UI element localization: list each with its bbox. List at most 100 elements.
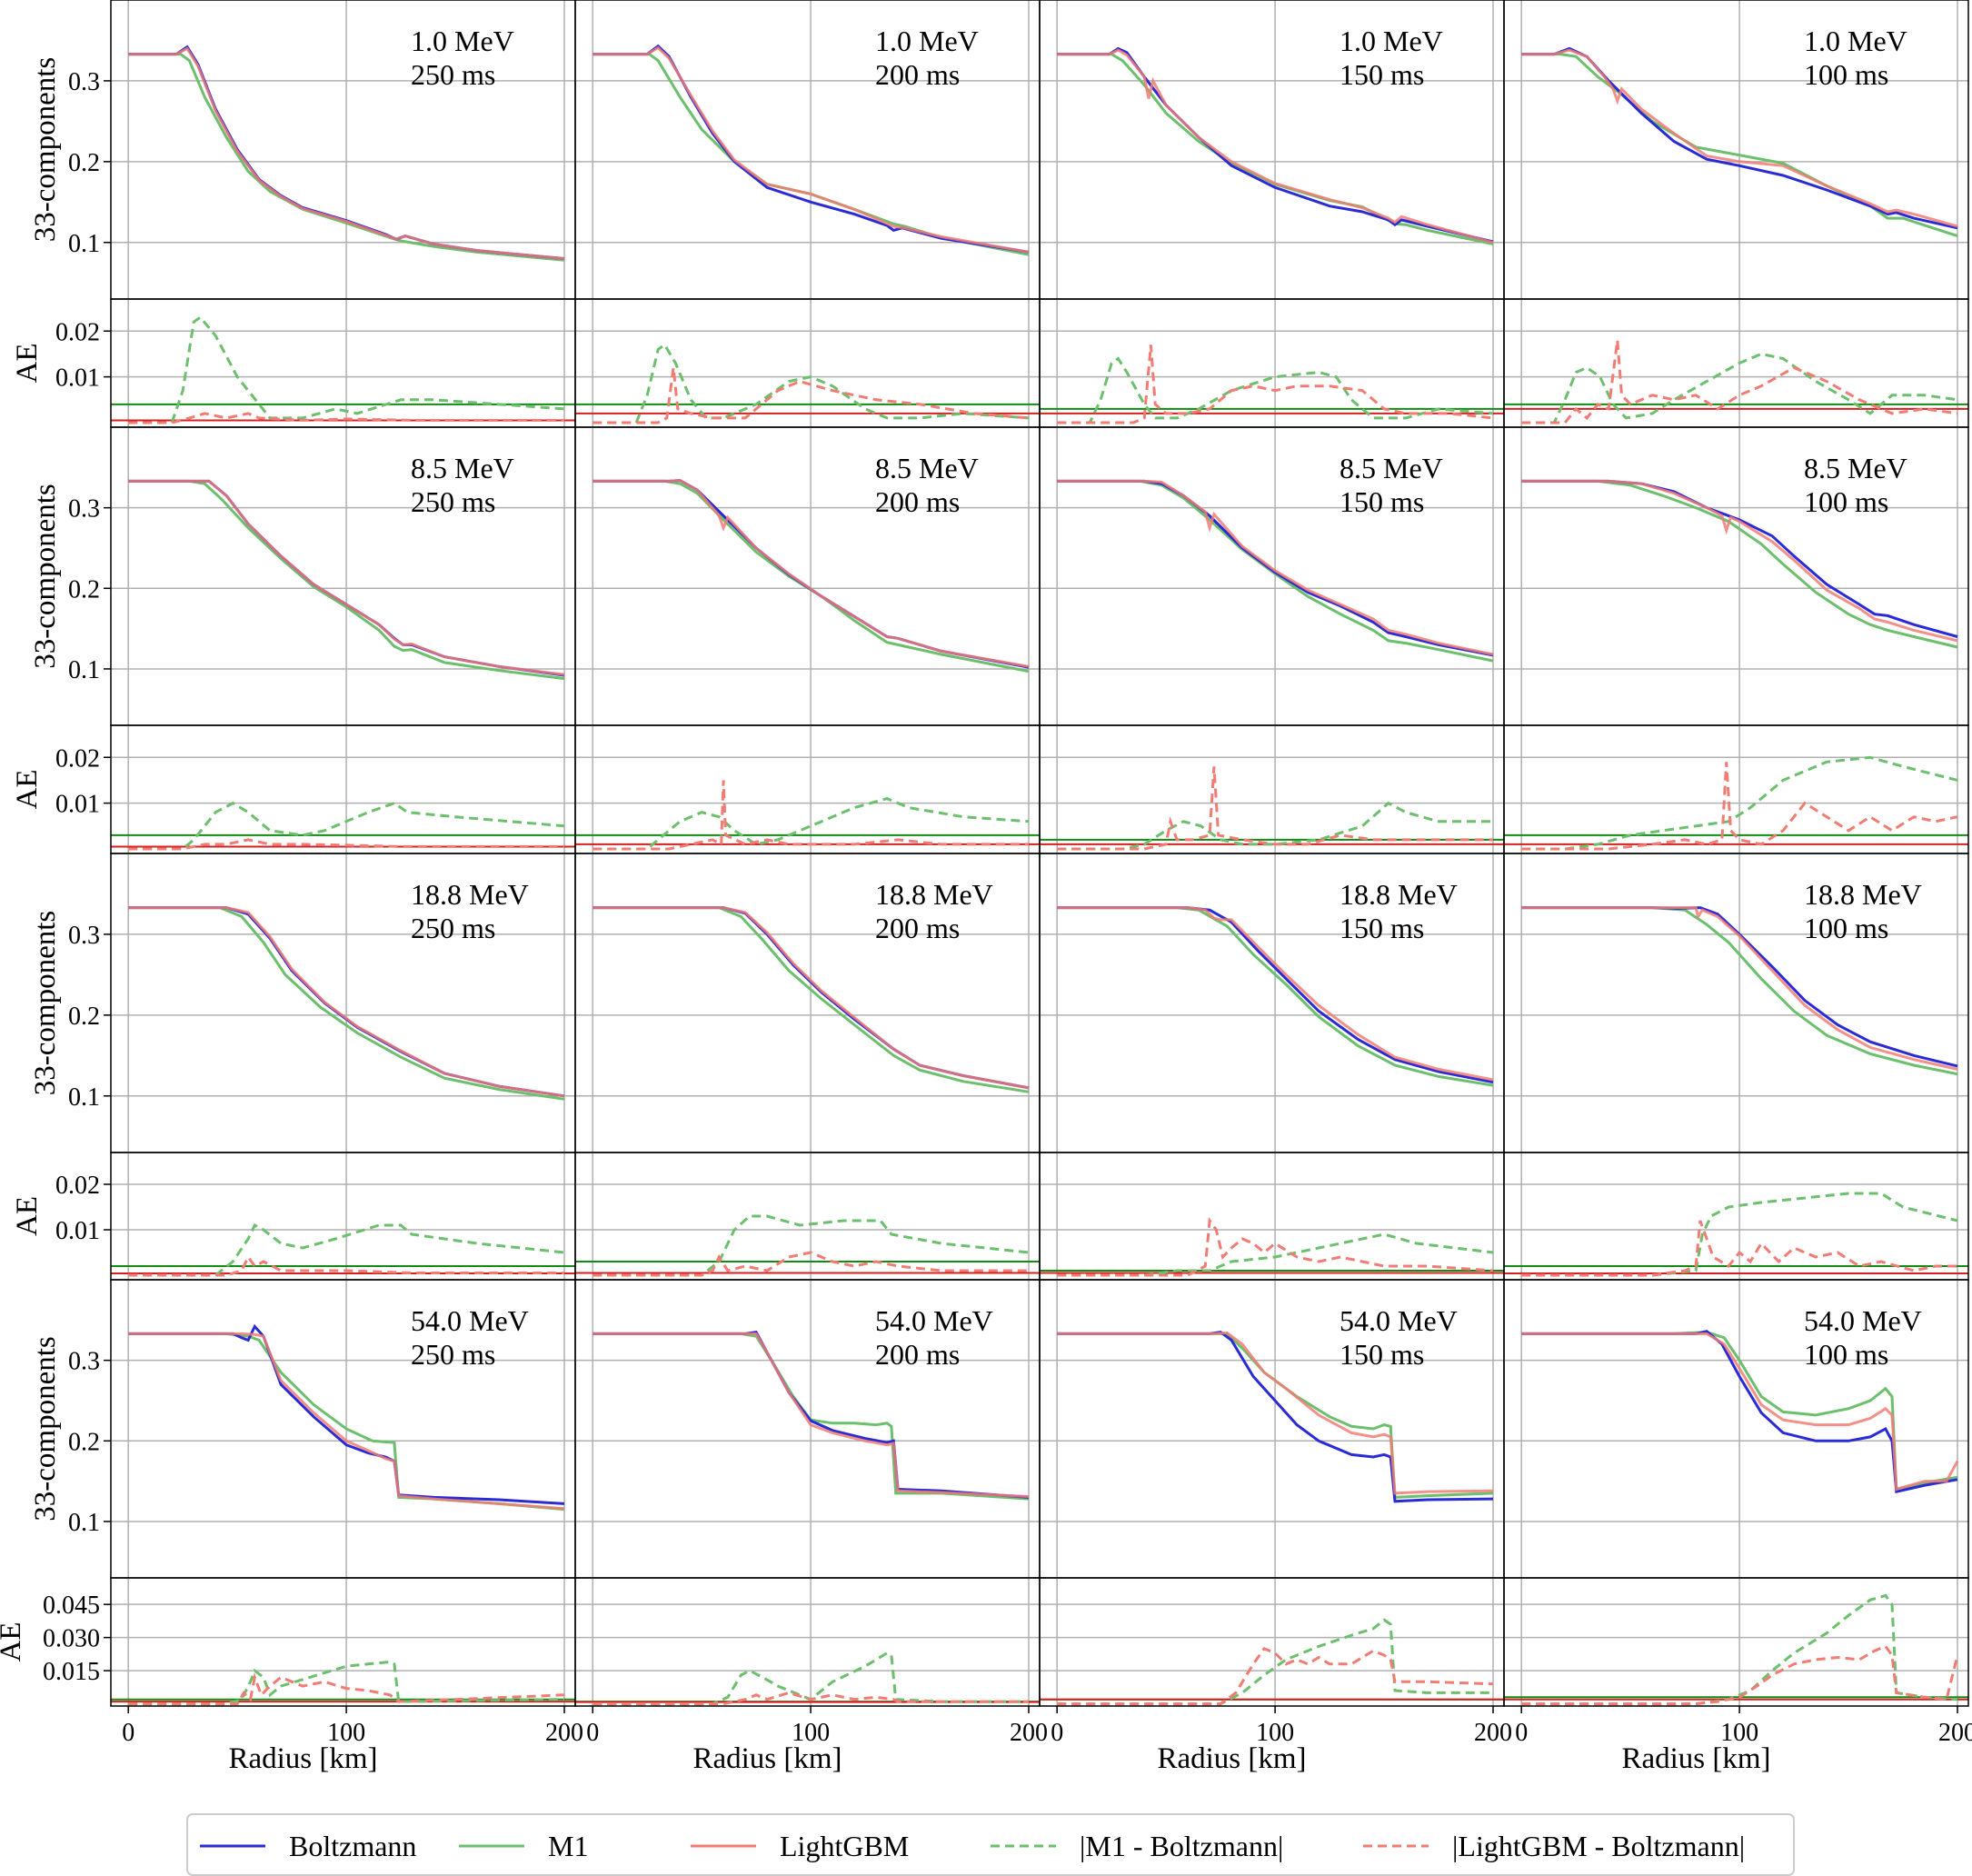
- series-ae-m1: [1057, 356, 1494, 424]
- y-tick-label: 0.02: [55, 1172, 100, 1200]
- error-series: [1040, 1618, 1504, 1706]
- y-tick-label: 0.1: [68, 1083, 100, 1112]
- series-lightgbm: [1057, 906, 1494, 1082]
- error-panel: [574, 1152, 1041, 1281]
- legend-item: LightGBM: [691, 1830, 909, 1862]
- main-series: [1057, 1331, 1494, 1503]
- error-frame: [110, 724, 576, 854]
- energy-annotation: 54.0 MeV: [1804, 1304, 1922, 1337]
- y-axis-label-main: 33-components: [29, 911, 62, 1095]
- x-axis-label: Radius [km]: [228, 1742, 377, 1775]
- energy-annotation: 8.5 MeV: [875, 452, 979, 484]
- error-frame: [1503, 1152, 1969, 1281]
- error-frame: [110, 298, 576, 428]
- series-ae-lightgbm: [1521, 1220, 1957, 1277]
- error-panel: 0.01 0.02: [55, 724, 576, 854]
- error-series: [111, 1660, 575, 1706]
- main-series: [1521, 46, 1958, 238]
- energy-annotation: 18.8 MeV: [875, 878, 993, 911]
- series-lightgbm: [1521, 1332, 1959, 1492]
- series-ae-lightgbm: [128, 1254, 564, 1277]
- series-ae-lightgbm: [1057, 1646, 1494, 1706]
- energy-annotation: 18.8 MeV: [1340, 878, 1458, 911]
- series-boltzmann: [1057, 46, 1494, 244]
- error-series: [111, 1222, 575, 1277]
- error-series: [1040, 1216, 1504, 1277]
- main-series: [593, 1330, 1030, 1501]
- series-ae-lightgbm: [1521, 762, 1958, 851]
- time-annotation: 200 ms: [875, 485, 960, 518]
- series-lightgbm: [1521, 479, 1958, 643]
- error-series: [575, 1651, 1040, 1706]
- series-ae-lightgbm: [593, 1251, 1029, 1277]
- main-series: [593, 906, 1030, 1093]
- time-annotation: 200 ms: [875, 1338, 960, 1371]
- series-ae-m1: [1057, 801, 1493, 851]
- error-panel: [1039, 1577, 1505, 1707]
- error-frame: [110, 1152, 576, 1281]
- legend-label: Boltzmann: [289, 1830, 416, 1862]
- error-series: [111, 315, 575, 424]
- y-tick-label: 0.3: [68, 68, 100, 96]
- energy-annotation: 1.0 MeV: [875, 25, 979, 57]
- legend-item: M1: [459, 1830, 588, 1862]
- error-frame: [1503, 298, 1969, 428]
- series-ae-m1: [593, 797, 1030, 851]
- error-frame: [1039, 1577, 1505, 1707]
- time-annotation: 100 ms: [1804, 58, 1888, 91]
- legend-label: LightGBM: [780, 1830, 909, 1862]
- series-ae-m1: [1521, 1192, 1958, 1277]
- main-series: [1057, 479, 1494, 663]
- energy-annotation: 1.0 MeV: [1340, 25, 1443, 57]
- x-axis-label: Radius [km]: [692, 1742, 842, 1775]
- energy-annotation: 8.5 MeV: [1340, 452, 1443, 484]
- error-series: [1504, 1593, 1968, 1706]
- x-tick-label: 0: [122, 1719, 134, 1747]
- y-tick-label: 0.2: [68, 575, 100, 604]
- y-tick-label: 0.2: [68, 1003, 100, 1031]
- series-lightgbm: [593, 478, 1030, 668]
- main-series: [128, 906, 565, 1101]
- energy-annotation: 18.8 MeV: [411, 878, 529, 911]
- series-lightgbm: [1057, 48, 1494, 244]
- time-annotation: 150 ms: [1340, 912, 1424, 944]
- series-m1: [1521, 53, 1958, 238]
- error-frame: [1039, 1152, 1505, 1281]
- y-tick-label: 0.015: [43, 1658, 100, 1686]
- series-ae-lightgbm: [1057, 344, 1494, 424]
- legend-item: |LightGBM - Boltzmann|: [1363, 1830, 1745, 1862]
- main-series: [1057, 46, 1494, 245]
- error-panel: [1503, 1577, 1969, 1707]
- series-ae-lightgbm: [593, 367, 1030, 424]
- time-annotation: 200 ms: [875, 912, 960, 944]
- y-axis-label-ae: AE: [11, 770, 44, 810]
- error-panel: [1039, 724, 1505, 854]
- x-tick-label: 100: [1720, 1719, 1758, 1747]
- series-ae-m1: [128, 801, 565, 851]
- error-series: [111, 801, 575, 851]
- legend-label: |LightGBM - Boltzmann|: [1452, 1830, 1745, 1862]
- energy-annotation: 54.0 MeV: [875, 1304, 993, 1337]
- series-lightgbm: [593, 1332, 1030, 1498]
- y-tick-label: 0.3: [68, 922, 100, 950]
- main-series: [1521, 479, 1958, 649]
- x-tick-label: 100: [792, 1719, 830, 1747]
- energy-annotation: 8.5 MeV: [1804, 452, 1907, 484]
- error-series: [1504, 755, 1968, 851]
- time-annotation: 200 ms: [875, 58, 960, 91]
- time-annotation: 100 ms: [1804, 912, 1888, 944]
- main-series: [1521, 1330, 1959, 1493]
- main-series: [128, 479, 565, 681]
- main-series: [1057, 906, 1494, 1087]
- x-tick-label: 200: [1474, 1719, 1512, 1747]
- x-tick-label: 200: [545, 1719, 583, 1747]
- error-frame: [574, 724, 1041, 854]
- time-annotation: 250 ms: [411, 912, 495, 944]
- x-tick-label: 200: [1938, 1719, 1972, 1747]
